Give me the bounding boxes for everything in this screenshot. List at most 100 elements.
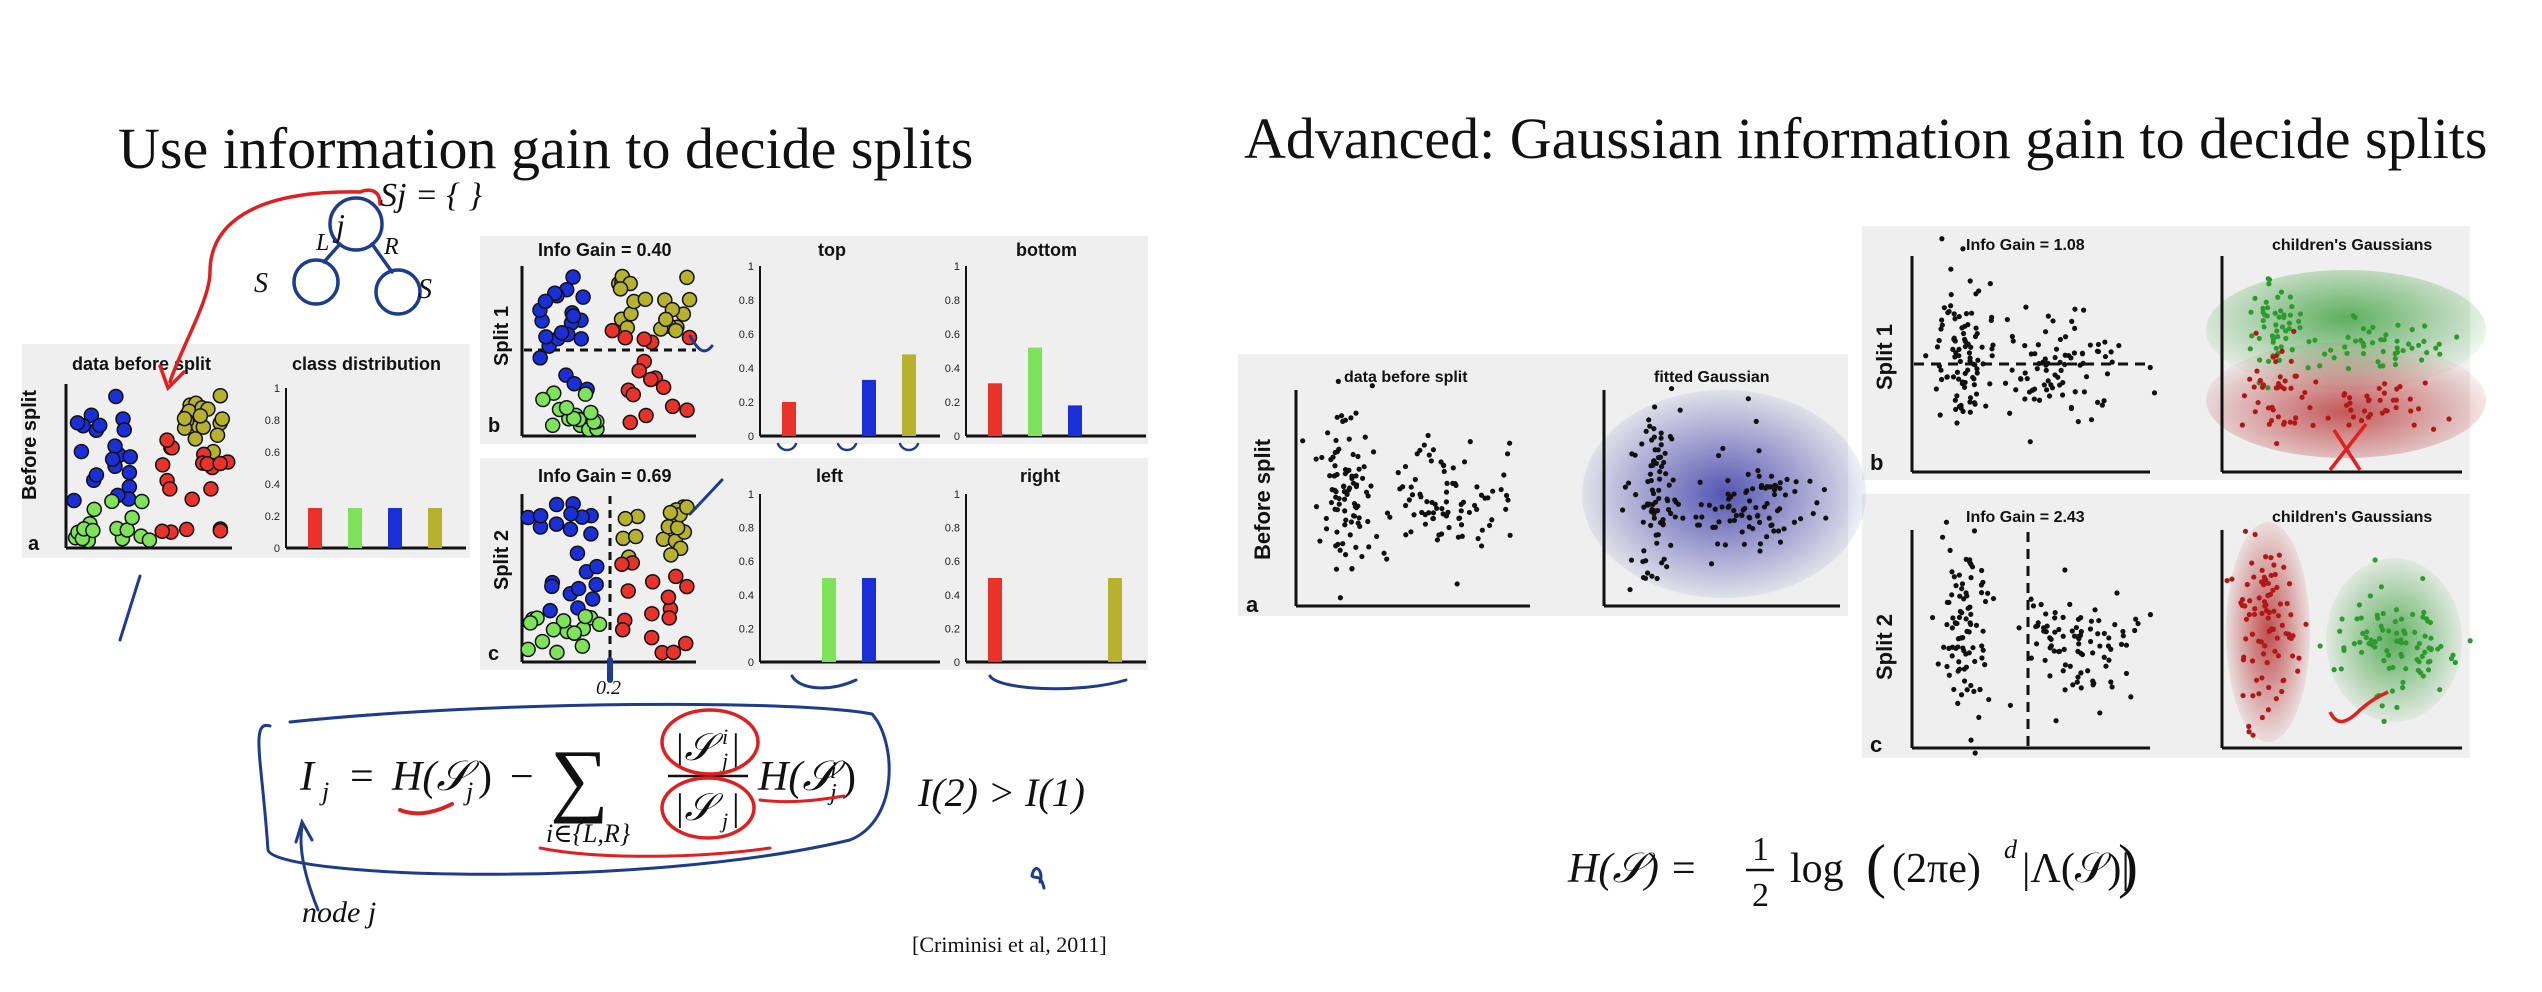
scatter-point <box>2043 611 2049 617</box>
scatter-point <box>612 281 629 297</box>
scatter-point <box>2101 654 2107 660</box>
arrow-head-node <box>294 818 314 844</box>
scatter-point <box>1950 346 1956 352</box>
scatter-point <box>1725 477 1731 484</box>
scatter-point <box>2425 667 2432 673</box>
scatter-point <box>2348 407 2354 413</box>
formula-parent-close: ) <box>478 754 492 800</box>
scatter-point <box>544 417 561 434</box>
bar-tick-label: 0 <box>954 657 960 669</box>
scatter-point <box>2253 677 2260 683</box>
scatter-point <box>1460 499 1467 505</box>
scatter-point <box>1934 344 1941 350</box>
scatter-point <box>643 371 659 388</box>
scatter-point <box>1719 504 1725 510</box>
scatter-point <box>1777 485 1783 491</box>
scatter-point <box>2050 318 2056 324</box>
scatter-point <box>668 322 684 339</box>
scatter-point <box>134 493 150 510</box>
scatter-point <box>2345 365 2352 372</box>
scatter-point <box>1745 396 1751 402</box>
scatter-point <box>2291 328 2297 334</box>
scatter-point <box>2052 354 2058 361</box>
scatter-point <box>116 422 132 438</box>
scatter-point <box>1951 686 1957 693</box>
scatter-point <box>2075 418 2081 425</box>
scatter-point <box>1764 500 1770 507</box>
formula-lhs: I <box>299 754 316 800</box>
bar-chart-bottom: 0 0.2 0.4 0.6 0.8 1 <box>945 261 1146 443</box>
scatter-point <box>1643 428 1649 434</box>
scatter-point <box>1764 534 1770 540</box>
scatter-point <box>1504 451 1511 457</box>
scatter-point <box>577 608 594 625</box>
scatter-point <box>2275 294 2281 300</box>
row-label-split2-right: Split 2 <box>1872 614 1897 680</box>
scatter-point <box>1660 522 1666 528</box>
scatter-point <box>1968 737 1974 743</box>
scatter-point <box>2392 355 2398 362</box>
scatter-point <box>2437 687 2443 693</box>
scatter-point <box>1745 471 1751 477</box>
scatter-point <box>2239 602 2245 608</box>
scatter-point <box>1953 350 1959 356</box>
scatter-point <box>2288 385 2294 391</box>
scatter-point <box>2286 581 2293 587</box>
scatter-point <box>1471 502 1478 509</box>
scatter-point <box>1336 495 1342 502</box>
scatter-point <box>2062 352 2068 358</box>
scatter-point <box>1374 533 1380 540</box>
scatter-point <box>1948 303 1954 309</box>
scatter-point <box>1425 432 1431 439</box>
scatter-point <box>1349 475 1355 482</box>
scatter-point <box>1628 557 1635 563</box>
scatter-point <box>661 610 677 626</box>
scatter-point <box>1733 512 1739 519</box>
scatter-point <box>1474 506 1480 512</box>
scatter-point <box>2057 382 2063 388</box>
scatter-point <box>2090 682 2096 688</box>
scatter-point <box>1955 700 1961 706</box>
scatter-point <box>1458 508 1464 514</box>
scatter-point <box>2289 303 2295 310</box>
scatter-point <box>1412 476 1418 483</box>
scatter-point <box>2087 626 2094 632</box>
scatter-point <box>2425 618 2431 624</box>
scatter-point <box>588 576 604 593</box>
scatter-point <box>2395 322 2401 328</box>
scatter-point <box>1775 528 1782 534</box>
scatter-point <box>1353 483 1359 490</box>
scatter-point <box>1655 454 1662 461</box>
scatter-point <box>1670 477 1676 483</box>
formula-minus: − <box>510 754 534 800</box>
scatter-point <box>1970 645 1976 651</box>
scatter-point <box>1969 564 1976 570</box>
bar-tick-label: 0.6 <box>945 556 960 568</box>
scatter-point <box>2072 306 2078 312</box>
scatter-point <box>669 520 686 536</box>
scatter-split1-left <box>520 266 698 438</box>
scatter-point <box>2031 396 2037 402</box>
scatter-point <box>2035 620 2041 626</box>
scatter-point <box>2369 340 2376 346</box>
scatter-point <box>2247 598 2253 604</box>
scatter-point <box>2109 684 2115 690</box>
formula-frac-den: |𝒮 <box>674 787 723 829</box>
scatter-point <box>1654 540 1660 546</box>
scatter-point <box>2243 616 2250 622</box>
scatter-point <box>1355 453 1361 460</box>
children-gaussians-split2 <box>2220 522 2473 750</box>
scatter-point <box>2392 619 2398 625</box>
scatter-point <box>1772 482 1778 488</box>
scatter-point <box>1982 598 1989 605</box>
scatter-point <box>2078 685 2084 691</box>
formula-num-sub: j <box>719 748 728 773</box>
scatter-point <box>2071 350 2078 356</box>
scatter-split2-right <box>1910 519 2154 756</box>
scatter-point <box>1657 468 1663 475</box>
scatter-point <box>627 528 644 545</box>
bar-tick-label: 1 <box>954 261 960 273</box>
scatter-point <box>1956 666 1963 672</box>
scatter-point <box>1753 418 1759 424</box>
bar-tick-label: 0.8 <box>945 523 960 535</box>
